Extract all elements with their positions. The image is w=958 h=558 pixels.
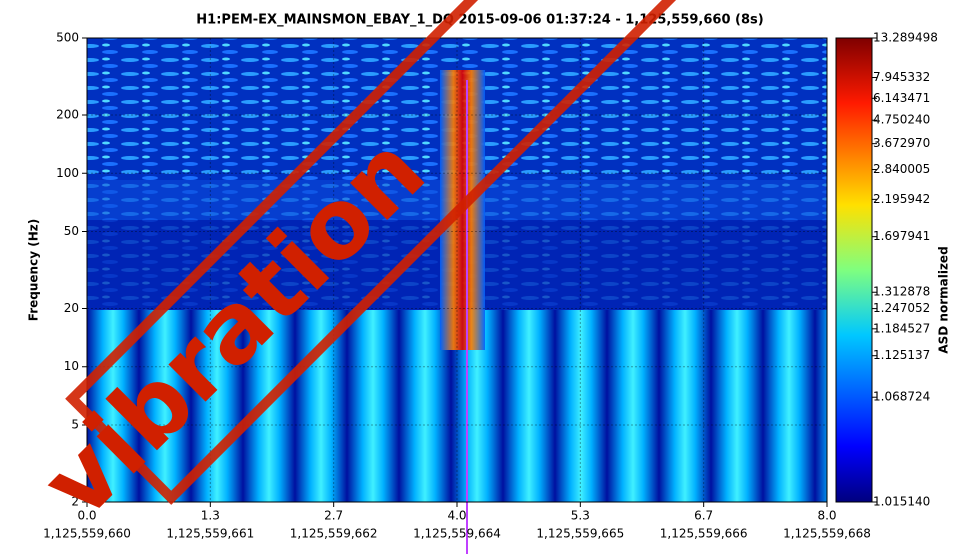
colorbar-tick-label: 1.247052 bbox=[873, 301, 930, 315]
colorbar-tick-label: 2.195942 bbox=[873, 192, 930, 206]
colorbar-tick-label: 7.945332 bbox=[873, 70, 930, 84]
colorbar-tick-label: 4.750240 bbox=[873, 113, 930, 127]
y-tick-label: 100 bbox=[56, 166, 79, 180]
stamp-frame bbox=[65, 0, 716, 505]
colorbar-tick-label: 1.697941 bbox=[873, 229, 930, 243]
y-tick-label: 2 bbox=[71, 495, 79, 509]
x-tick-label: 0.0 bbox=[77, 509, 96, 523]
colorbar-tick-label: 3.672970 bbox=[873, 136, 930, 150]
x-tick-label: 2.7 bbox=[324, 509, 343, 523]
colorbar-tick-label: 1.068724 bbox=[873, 390, 930, 404]
x-tick-label: 5.3 bbox=[571, 509, 590, 523]
colorbar bbox=[835, 37, 873, 503]
colorbar-tick-label: 2.840005 bbox=[873, 162, 930, 176]
x-tick-sublabel: 1,125,559,665 bbox=[536, 527, 624, 541]
y-tick-label: 10 bbox=[64, 359, 79, 373]
x-tick-sublabel: 1,125,559,664 bbox=[413, 527, 501, 541]
x-tick-sublabel: 1,125,559,668 bbox=[783, 527, 871, 541]
colorbar-label: ASD normalized bbox=[937, 246, 951, 353]
y-tick-label: 50 bbox=[64, 224, 79, 238]
x-tick-sublabel: 1,125,559,660 bbox=[43, 527, 131, 541]
x-tick-label: 6.7 bbox=[694, 509, 713, 523]
x-tick-sublabel: 1,125,559,666 bbox=[660, 527, 748, 541]
colorbar-tick-label: 13.289498 bbox=[873, 31, 938, 45]
colorbar-tick-label: 1.125137 bbox=[873, 348, 930, 362]
y-axis-label: Frequency (Hz) bbox=[27, 219, 41, 321]
x-tick-label: 4.0 bbox=[447, 509, 466, 523]
colorbar-tick-label: 1.015140 bbox=[873, 495, 930, 509]
x-tick-label: 1.3 bbox=[201, 509, 220, 523]
y-tick-label: 500 bbox=[56, 31, 79, 45]
y-tick-label: 5 bbox=[71, 417, 79, 431]
colorbar-tick-label: 6.143471 bbox=[873, 91, 930, 105]
x-tick-label: 8.0 bbox=[817, 509, 836, 523]
x-tick-sublabel: 1,125,559,661 bbox=[166, 527, 254, 541]
colorbar-tick-label: 1.184527 bbox=[873, 321, 930, 335]
y-tick-label: 20 bbox=[64, 301, 79, 315]
spectrogram-image bbox=[87, 38, 827, 502]
chart-title: H1:PEM-EX_MAINSMON_EBAY_1_DQ 2015-09-06 … bbox=[196, 13, 763, 28]
x-tick-sublabel: 1,125,559,662 bbox=[290, 527, 378, 541]
colorbar-tick-label: 1.312878 bbox=[873, 285, 930, 299]
y-tick-label: 200 bbox=[56, 108, 79, 122]
